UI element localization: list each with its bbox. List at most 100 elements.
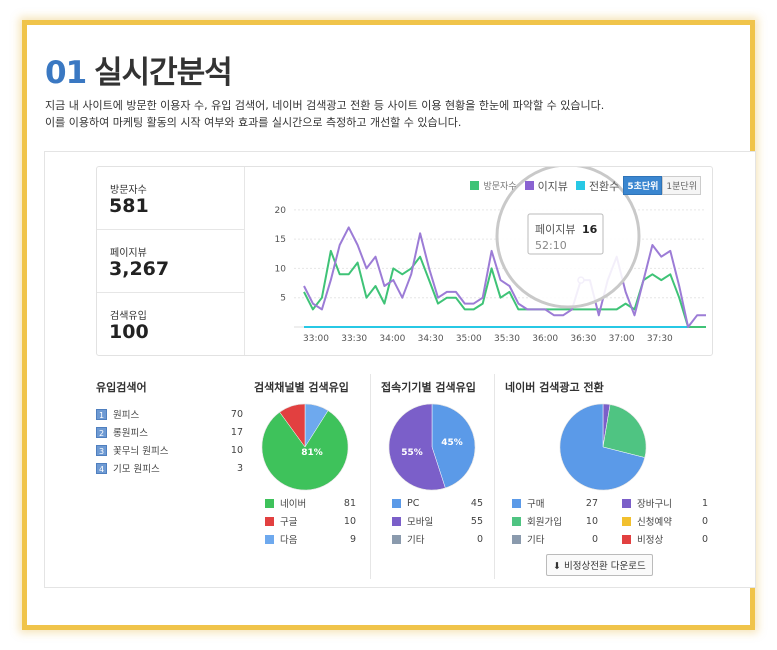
conversion-legend-left: 구매 27 회원가입 10 기타 0 bbox=[512, 494, 598, 548]
channel-pie: 81% bbox=[261, 403, 349, 491]
stat-search-inflow: 검색유입 100 bbox=[97, 293, 245, 356]
legend-visitors: 방문자수 bbox=[470, 179, 517, 192]
legend-swatch bbox=[470, 181, 480, 190]
realtime-chart: 방문자수 이지뷰 전환수 5초단위 1분단위 33:00 33:30 34:00 34:… bbox=[246, 163, 713, 355]
keyword-name: 롱원피스 bbox=[113, 428, 148, 439]
legend-swatch bbox=[512, 498, 521, 508]
keyword-column: 유입검색어 1 원피스 70 2 롱원피스 17 3 꽃무늬 원피스 10 4 기모 원피스 3 bbox=[96, 374, 244, 579]
conversion-title: 네이버 검색광고 전환 bbox=[505, 381, 604, 394]
conversion-pie bbox=[559, 403, 647, 491]
legend-row: 구매 27 bbox=[512, 494, 598, 512]
chart-legend: 방문자수 이지뷰 전환수 5초단위 1분단위 bbox=[462, 176, 701, 195]
keyword-name: 꽃무늬 원피스 bbox=[113, 446, 169, 457]
legend-name: 구글 bbox=[280, 517, 298, 528]
stat-value: 100 bbox=[109, 321, 149, 343]
pie-slice bbox=[602, 404, 647, 458]
x-tick-label: 36:00 bbox=[532, 334, 558, 344]
x-tick-label: 34:30 bbox=[418, 334, 444, 344]
channel-legend: 네이버 81 구글 10 다음 9 bbox=[265, 494, 356, 548]
pie-slice bbox=[388, 403, 446, 491]
legend-count: 9 bbox=[349, 533, 356, 545]
legend-name: 회원가입 bbox=[527, 517, 562, 528]
legend-count: 45 bbox=[470, 497, 483, 509]
legend-count: 10 bbox=[585, 515, 598, 527]
legend-name: 다음 bbox=[280, 535, 298, 546]
legend-swatch bbox=[622, 498, 631, 508]
keyword-row: 2 롱원피스 17 bbox=[96, 423, 244, 441]
legend-swatch bbox=[512, 516, 521, 526]
realtime-box: 방문자수 581 페이지뷰 3,267 검색유입 100 방문자수 이지뷰 전환… bbox=[96, 163, 713, 356]
legend-row: 회원가입 10 bbox=[512, 512, 598, 530]
download-label: 비정상전환 다운로드 bbox=[564, 561, 646, 572]
y-tick-label: 10 bbox=[275, 264, 287, 274]
interval-1min-button[interactable]: 1분단위 bbox=[662, 176, 701, 195]
stat-label: 페이지뷰 bbox=[110, 248, 147, 259]
pie-label: 55% bbox=[401, 448, 423, 458]
legend-swatch bbox=[265, 534, 274, 544]
legend-row: PC 45 bbox=[392, 494, 483, 512]
legend-name: 기타 bbox=[527, 535, 545, 546]
legend-row: 네이버 81 bbox=[265, 494, 356, 512]
legend-swatch bbox=[524, 181, 534, 190]
legend-swatch bbox=[392, 498, 401, 508]
pie-outline bbox=[388, 403, 476, 491]
download-icon: ⬇ bbox=[553, 561, 561, 572]
legend-label: 방문자수 bbox=[483, 182, 517, 192]
device-title: 접속기기별 검색유입 bbox=[381, 381, 476, 394]
keyword-list: 1 원피스 70 2 롱원피스 17 3 꽃무늬 원피스 10 4 기모 원피스 3 bbox=[96, 405, 244, 477]
legend-swatch bbox=[392, 534, 401, 544]
stat-visitors: 방문자수 581 bbox=[97, 167, 245, 230]
legend-count: 0 bbox=[701, 515, 708, 527]
legend-row: 장바구니 1 bbox=[622, 494, 708, 512]
dashboard-panel: 방문자수 581 페이지뷰 3,267 검색유입 100 방문자수 이지뷰 전환… bbox=[44, 151, 756, 588]
legend-row: 모바일 55 bbox=[392, 512, 483, 530]
line-chart-svg: 33:00 33:30 34:00 34:30 35:00 35:30 36:00 36:30… bbox=[275, 163, 706, 344]
page-title: 01 실시간분석 bbox=[45, 47, 233, 92]
interval-5sec-button[interactable]: 5초단위 bbox=[623, 176, 663, 195]
stat-label: 검색유입 bbox=[110, 311, 147, 322]
stat-value: 581 bbox=[109, 195, 149, 217]
description-line-2: 이를 이용하여 마케팅 활동의 시작 여부와 효과를 실시간으로 측정하고 개선… bbox=[45, 116, 462, 129]
pie-slice bbox=[261, 410, 349, 491]
legend-swatch bbox=[265, 498, 274, 508]
rank-badge: 1 bbox=[96, 408, 107, 420]
legend-row: 기타 0 bbox=[512, 530, 598, 548]
pie-slice bbox=[431, 403, 476, 489]
channel-title: 검색채널별 검색유입 bbox=[254, 381, 349, 394]
x-tick-label: 33:30 bbox=[341, 334, 367, 344]
pie-outline bbox=[559, 403, 647, 491]
x-tick-label: 34:00 bbox=[379, 334, 405, 344]
legend-name: 신청예약 bbox=[637, 517, 672, 528]
rank-badge: 4 bbox=[96, 462, 107, 474]
legend-swatch bbox=[622, 534, 631, 544]
stat-label: 방문자수 bbox=[110, 185, 147, 196]
legend-row: 다음 9 bbox=[265, 530, 356, 548]
keyword-row: 1 원피스 70 bbox=[96, 405, 244, 423]
legend-count: 0 bbox=[476, 533, 483, 545]
pie-label: 81% bbox=[301, 448, 323, 458]
keyword-row: 4 기모 원피스 3 bbox=[96, 459, 244, 477]
legend-count: 10 bbox=[343, 515, 356, 527]
tooltip-value: 16 bbox=[582, 223, 598, 236]
legend-row: 신청예약 0 bbox=[622, 512, 708, 530]
legend-name: 모바일 bbox=[407, 517, 434, 528]
series-line-1 bbox=[303, 226, 706, 328]
legend-swatch bbox=[622, 516, 631, 526]
legend-count: 1 bbox=[701, 497, 708, 509]
conversion-column: 네이버 검색광고 전환 구매 27 회원가입 10 기타 0 장바구니 1 신청예약 0 비정상 0… bbox=[494, 374, 736, 579]
x-tick-label: 33:00 bbox=[303, 334, 329, 344]
pie-label: 45% bbox=[441, 438, 463, 448]
x-tick-label: 35:00 bbox=[456, 334, 482, 344]
legend-name: 장바구니 bbox=[637, 499, 672, 510]
summary-stats: 방문자수 581 페이지뷰 3,267 검색유입 100 bbox=[97, 167, 245, 355]
y-tick-label: 15 bbox=[275, 235, 286, 245]
x-tick-label: 35:30 bbox=[494, 334, 520, 344]
download-button[interactable]: ⬇ 비정상전환 다운로드 bbox=[546, 554, 653, 576]
keyword-count: 3 bbox=[236, 462, 243, 474]
legend-count: 55 bbox=[470, 515, 483, 527]
legend-name: PC bbox=[407, 497, 420, 509]
legend-row: 기타 0 bbox=[392, 530, 483, 548]
keyword-title: 유입검색어 bbox=[96, 381, 147, 394]
section-number: 01 bbox=[45, 55, 87, 91]
legend-count: 0 bbox=[591, 533, 598, 545]
